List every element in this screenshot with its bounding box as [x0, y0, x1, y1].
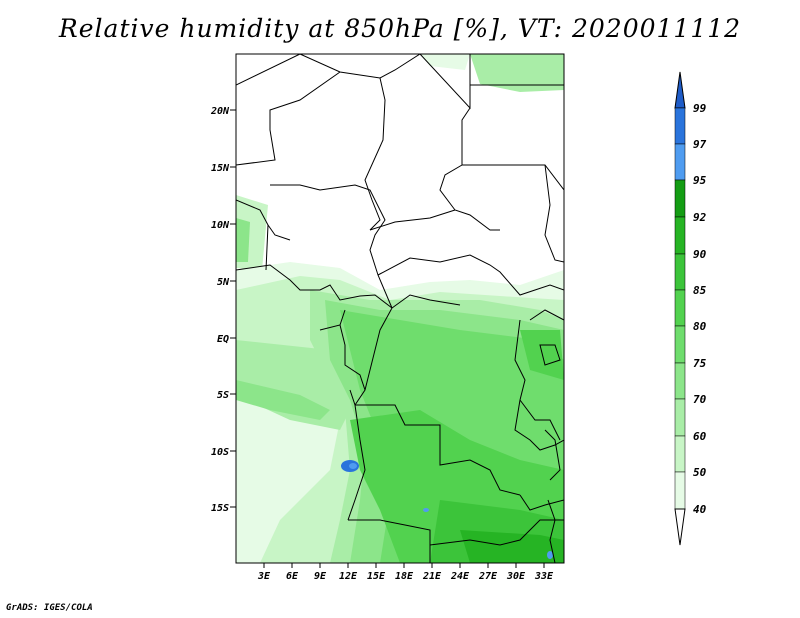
- lon-label: 3E: [257, 571, 271, 582]
- colorbar-cap-top: [674, 71, 686, 109]
- colorbar-swatch: [674, 398, 686, 437]
- colorbar-swatch: [674, 435, 686, 473]
- longitude-axis: 3E 6E 9E 12E 15E 18E 21E 24E 27E 30E 33E: [257, 563, 554, 582]
- colorbar: 99 97 95 92 90 85 80 75 70 60 50 40: [674, 71, 707, 546]
- colorbar-swatch: [674, 107, 686, 145]
- colorbar-label: 80: [693, 320, 707, 333]
- lon-label: 30E: [506, 571, 526, 582]
- lon-label: 15E: [367, 571, 386, 582]
- colorbar-label: 50: [693, 466, 707, 479]
- latitude-axis: 20N 15N 10N 5N EQ 5S 10S 15S: [210, 106, 236, 514]
- map-title: Relative humidity at 850hPa [%], VT: 202…: [58, 14, 742, 43]
- lat-label: 20N: [210, 106, 230, 117]
- lon-label: 18E: [395, 571, 414, 582]
- humidity-shading: [236, 54, 564, 563]
- country-borders: [236, 54, 564, 563]
- colorbar-label: 40: [693, 503, 707, 516]
- lat-label: 5N: [217, 277, 230, 288]
- lon-label: 24E: [450, 571, 470, 582]
- lat-label: 10N: [211, 220, 230, 231]
- grads-credit: GrADS: IGES/COLA: [6, 603, 93, 613]
- lat-label: 10S: [211, 447, 229, 458]
- colorbar-label: 97: [693, 138, 707, 151]
- lon-label: 33E: [534, 571, 554, 582]
- colorbar-swatch: [674, 253, 686, 291]
- colorbar-label: 75: [693, 357, 707, 370]
- colorbar-label: 95: [693, 174, 707, 187]
- colorbar-swatch: [674, 325, 686, 364]
- colorbar-label: 70: [693, 393, 707, 406]
- colorbar-label: 92: [693, 211, 707, 224]
- lat-label: 15N: [211, 163, 230, 174]
- colorbar-label: 85: [693, 284, 707, 297]
- lon-label: 27E: [478, 571, 498, 582]
- colorbar-swatch: [674, 179, 686, 218]
- lon-label: 6E: [286, 571, 299, 582]
- lat-label: 5S: [217, 390, 229, 401]
- lat-label: EQ: [217, 334, 229, 345]
- lon-label: 9E: [314, 571, 327, 582]
- colorbar-swatch: [674, 471, 686, 510]
- colorbar-label: 99: [693, 102, 707, 115]
- lat-label: 15S: [211, 503, 229, 514]
- colorbar-label: 60: [693, 430, 707, 443]
- colorbar-swatch: [674, 289, 686, 327]
- colorbar-swatch: [674, 143, 686, 181]
- colorbar-swatch: [674, 362, 686, 400]
- lon-label: 12E: [339, 571, 358, 582]
- colorbar-cap-bottom: [674, 508, 686, 546]
- lon-label: 21E: [422, 571, 442, 582]
- colorbar-swatch: [674, 216, 686, 255]
- map-frame: [235, 53, 565, 564]
- colorbar-label: 90: [693, 248, 707, 261]
